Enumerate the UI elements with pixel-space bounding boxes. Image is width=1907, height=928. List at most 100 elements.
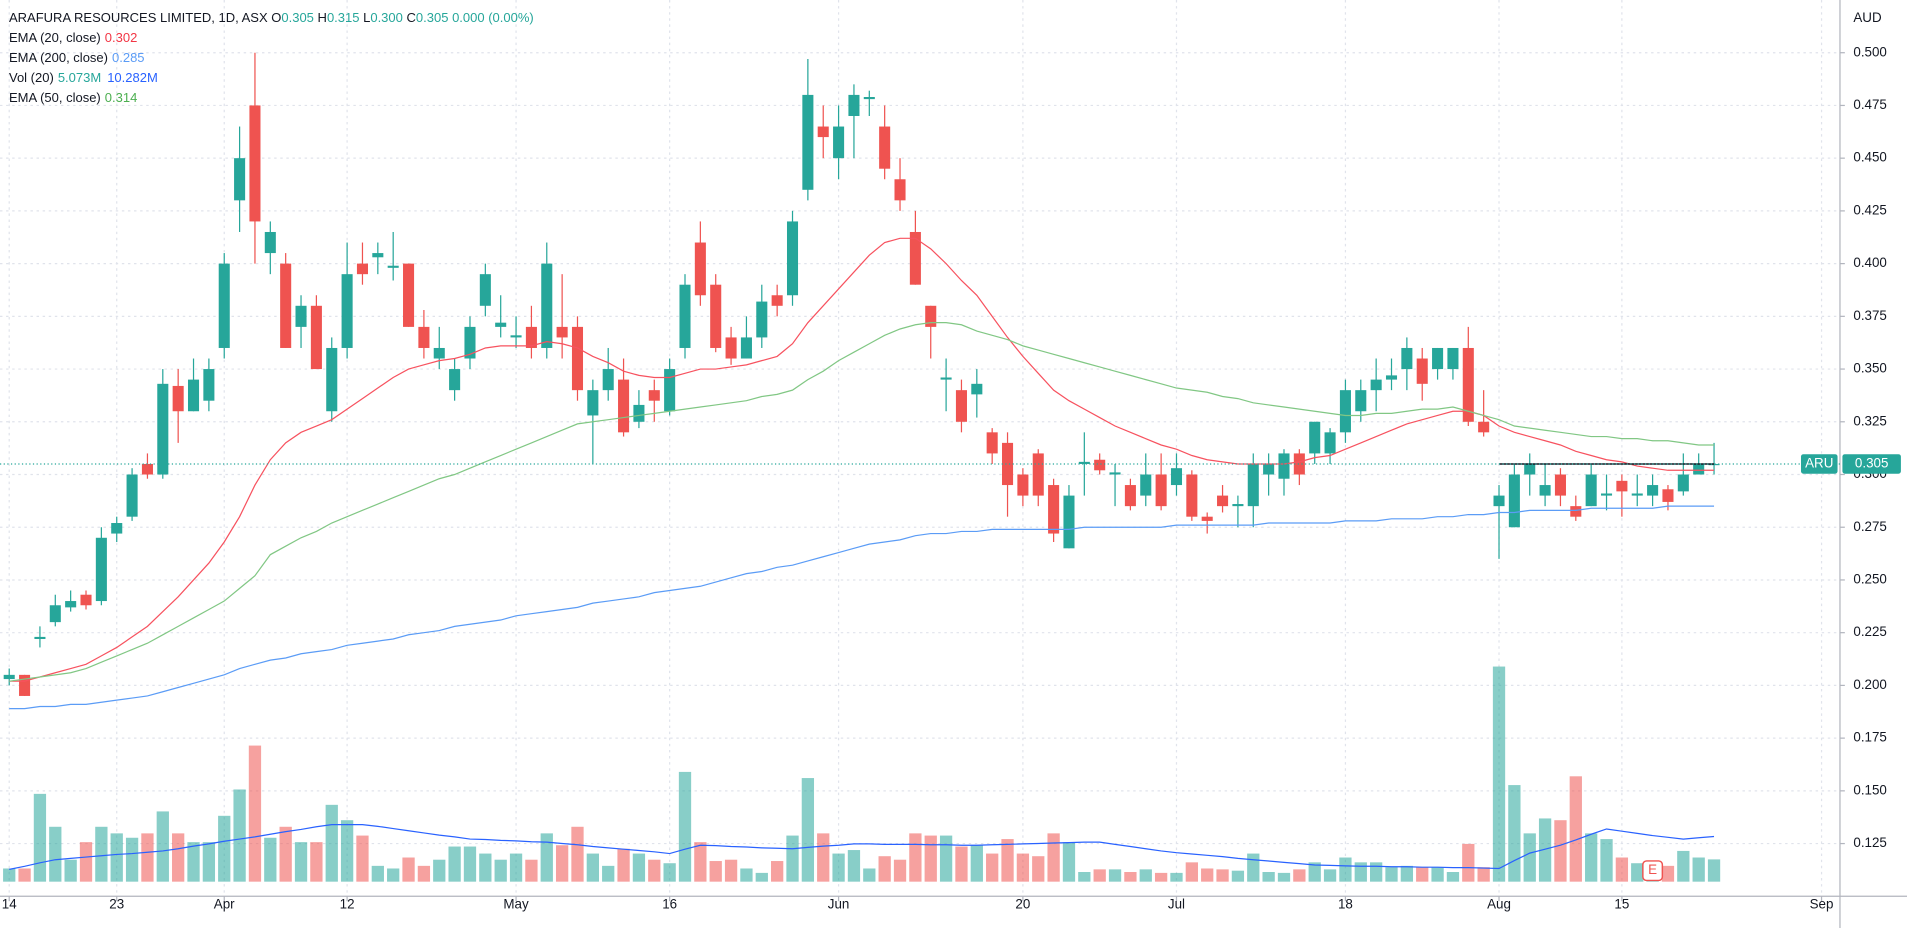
volume-bar xyxy=(1677,850,1690,882)
volume-bar xyxy=(1247,853,1260,882)
volume-bar xyxy=(1554,820,1567,882)
y-tick-label: 0.450 xyxy=(1853,150,1887,165)
candle-body xyxy=(955,390,967,422)
volume-bar xyxy=(847,850,861,882)
x-tick-label: 23 xyxy=(109,896,124,911)
indicator-line[interactable]: Vol (20) 5.073M 10.282M xyxy=(9,68,534,88)
volume-bar xyxy=(1538,818,1552,882)
candle-body xyxy=(879,126,891,169)
volume-bar xyxy=(110,833,123,882)
candle-body xyxy=(1478,421,1490,433)
volume-bar xyxy=(479,853,492,882)
candle-body xyxy=(1662,489,1674,502)
volume-bar xyxy=(1431,867,1444,882)
volume-bar xyxy=(1185,862,1198,882)
indicator-value: 0.302 xyxy=(104,30,138,45)
volume-bar xyxy=(1062,842,1076,882)
candle-body xyxy=(341,274,353,348)
volume-bar xyxy=(448,846,461,882)
indicator-name: EMA (200, close) xyxy=(9,50,108,65)
candle-body xyxy=(1432,347,1444,370)
candle-body xyxy=(1017,474,1029,496)
volume-bar xyxy=(95,826,108,882)
candle-body xyxy=(249,105,261,222)
volume-bar xyxy=(141,833,154,882)
candle-body xyxy=(1032,453,1044,496)
candle-body xyxy=(1493,495,1505,507)
candle-body xyxy=(1524,463,1536,475)
volume-bar xyxy=(156,811,169,882)
candle-body xyxy=(187,379,200,412)
volume-bar xyxy=(724,859,738,882)
ohlc-label: C xyxy=(406,10,416,25)
candle-body xyxy=(418,326,430,348)
volume-bar xyxy=(540,833,553,882)
x-tick-label: May xyxy=(503,896,529,911)
volume-bar xyxy=(1615,857,1629,882)
volume-bar xyxy=(1078,872,1091,882)
volume-bar xyxy=(172,833,185,882)
candle-body xyxy=(111,523,123,534)
candle-body xyxy=(1063,495,1075,549)
candle-body xyxy=(971,383,983,395)
candle-body xyxy=(1263,463,1275,475)
ema-line xyxy=(9,322,1715,682)
candle-body xyxy=(1186,474,1198,517)
volume-bar xyxy=(1108,869,1122,882)
candle-body xyxy=(740,337,752,359)
ohlc-label: O xyxy=(271,10,282,25)
volume-bar xyxy=(494,859,507,882)
volume-bar xyxy=(1446,872,1460,882)
indicator-line[interactable]: EMA (200, close) 0.285 xyxy=(9,48,534,68)
x-tick-label: 12 xyxy=(340,896,355,911)
volume-bar xyxy=(1339,857,1352,882)
candle-body xyxy=(495,322,507,327)
indicator-name: EMA (50, close) xyxy=(9,90,101,105)
candle-body xyxy=(356,263,368,275)
volume-bar xyxy=(3,868,16,882)
volume-bar xyxy=(1600,839,1613,882)
volume-bar xyxy=(1523,833,1536,882)
candle-body xyxy=(1339,390,1351,433)
volume-bar xyxy=(986,853,999,882)
candle-body xyxy=(1554,474,1566,496)
volume-bar xyxy=(709,861,722,882)
volume-bar xyxy=(202,842,216,882)
x-tick-label: 14 xyxy=(2,896,17,911)
candle-body xyxy=(894,179,906,201)
candle-body xyxy=(1447,347,1459,370)
candle-body xyxy=(940,377,952,380)
candle-body xyxy=(326,347,338,412)
volume-bar xyxy=(1308,862,1321,882)
volume-bar xyxy=(1016,853,1030,882)
volume-bar xyxy=(694,842,707,882)
indicator-line[interactable]: EMA (50, close) 0.314 xyxy=(9,88,534,108)
ema-line xyxy=(9,237,1715,682)
candle-body xyxy=(387,265,399,268)
candle-body xyxy=(464,326,476,359)
ohlc-label: H xyxy=(317,10,327,25)
candle-body xyxy=(234,158,246,201)
candle-body xyxy=(756,301,768,338)
volume-bar xyxy=(939,835,953,882)
indicator-line[interactable]: EMA (20, close) 0.302 xyxy=(9,28,534,48)
candle-body xyxy=(1570,506,1582,517)
volume-bar xyxy=(1631,863,1644,882)
candle-body xyxy=(1324,432,1336,454)
candle-body xyxy=(802,94,814,190)
candle-body xyxy=(863,97,875,100)
y-tick-label: 0.500 xyxy=(1853,44,1887,59)
candle-body xyxy=(403,263,415,327)
earnings-marker xyxy=(1642,860,1664,882)
volume-bar xyxy=(801,778,815,882)
volume-bar xyxy=(1231,870,1245,882)
candle-body xyxy=(1293,453,1305,475)
x-tick-label: Apr xyxy=(214,896,235,911)
candle-body xyxy=(1355,390,1367,412)
candle-body xyxy=(1693,463,1705,475)
y-tick-label: 0.275 xyxy=(1853,519,1887,534)
x-tick-label: 16 xyxy=(662,896,677,911)
volume-bar xyxy=(1585,833,1598,882)
volume-bar xyxy=(463,846,477,882)
